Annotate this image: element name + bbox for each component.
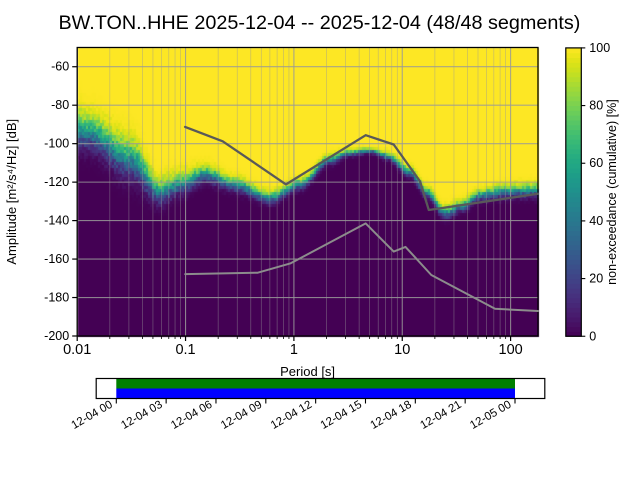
- svg-text:12-04 00: 12-04 00: [69, 399, 114, 432]
- svg-text:non-exceedance (cumulative) [%: non-exceedance (cumulative) [%]: [605, 99, 619, 285]
- svg-text:12-05 00: 12-05 00: [468, 399, 513, 432]
- svg-text:12-04 09: 12-04 09: [219, 399, 264, 432]
- svg-text:1: 1: [290, 342, 298, 358]
- svg-text:12-04 03: 12-04 03: [119, 399, 164, 432]
- svg-text:0.1: 0.1: [175, 342, 195, 358]
- svg-text:Period [s]: Period [s]: [280, 364, 335, 379]
- svg-text:100: 100: [589, 41, 610, 55]
- svg-text:-180: -180: [44, 291, 69, 305]
- svg-text:10: 10: [394, 342, 410, 358]
- svg-text:-200: -200: [44, 329, 69, 343]
- svg-text:-60: -60: [51, 60, 69, 74]
- svg-text:60: 60: [589, 156, 603, 170]
- svg-text:12-04 06: 12-04 06: [169, 399, 214, 432]
- svg-text:100: 100: [499, 342, 523, 358]
- svg-text:40: 40: [589, 214, 603, 228]
- svg-text:12-04 15: 12-04 15: [319, 399, 364, 432]
- svg-text:-160: -160: [44, 252, 69, 266]
- svg-text:-100: -100: [44, 137, 69, 151]
- svg-text:20: 20: [589, 272, 603, 286]
- svg-text:-120: -120: [44, 175, 69, 189]
- svg-text:-140: -140: [44, 214, 69, 228]
- svg-text:Amplitude [m²/s⁴/Hz] [dB]: Amplitude [m²/s⁴/Hz] [dB]: [4, 119, 19, 265]
- svg-text:0.01: 0.01: [63, 342, 91, 358]
- svg-text:0: 0: [589, 329, 596, 343]
- svg-text:-80: -80: [51, 98, 69, 112]
- svg-text:BW.TON..HHE 2025-12-04 -- 20: BW.TON..HHE 2025-12-04 -- 2025-12-04 (48…: [58, 12, 580, 34]
- svg-text:12-04 12: 12-04 12: [269, 399, 314, 432]
- svg-text:80: 80: [589, 99, 603, 113]
- svg-text:12-04 21: 12-04 21: [418, 399, 463, 432]
- svg-text:12-04 18: 12-04 18: [369, 399, 414, 432]
